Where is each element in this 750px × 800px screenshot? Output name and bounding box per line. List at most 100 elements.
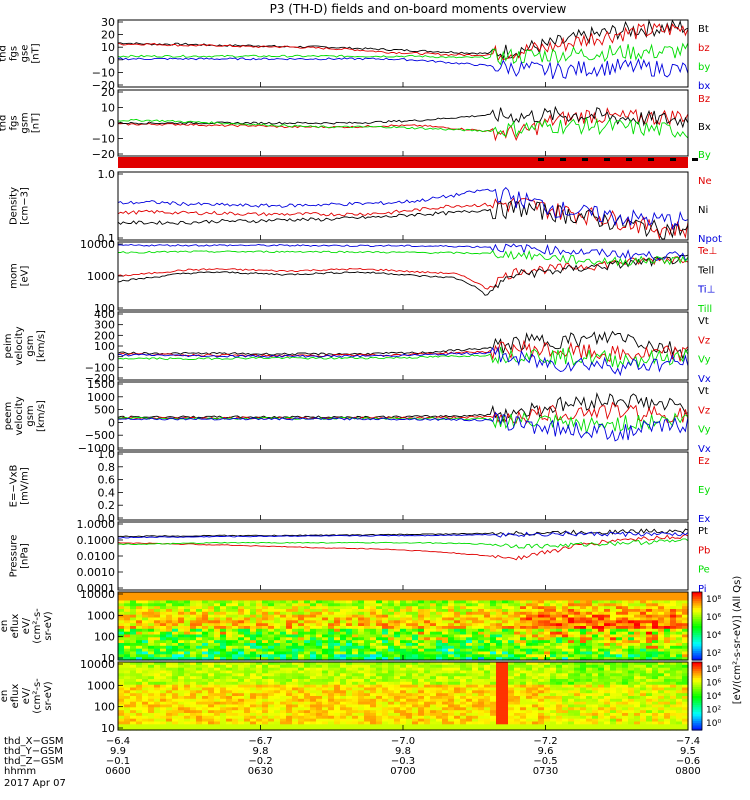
spectrogram-cell — [136, 727, 143, 731]
spectrogram-cell — [412, 628, 419, 633]
spectrogram-cell — [634, 713, 641, 717]
spectrogram-cell — [610, 662, 617, 666]
spectrogram-cell — [298, 620, 305, 624]
spectrogram-cell — [556, 643, 563, 647]
y-tick-label: 10 — [101, 102, 115, 115]
spectrogram-cell — [304, 640, 311, 644]
spectrogram-cell — [544, 643, 551, 647]
series-line-Vx — [118, 411, 689, 442]
spectrogram-cell — [118, 693, 125, 697]
spectrogram-cell — [334, 628, 341, 633]
spectrogram-cell — [610, 634, 617, 638]
spectrogram-cell — [472, 620, 479, 624]
spectrogram-cell — [664, 600, 671, 604]
spectrogram-cell — [646, 600, 653, 604]
spectrogram-cell — [424, 628, 431, 633]
spectrogram-cell — [304, 724, 311, 728]
spectrogram-cell — [640, 606, 647, 610]
spectrogram-cell — [604, 684, 611, 689]
spectrogram-cell — [238, 623, 245, 627]
spectrogram-cell — [340, 634, 347, 638]
spectrogram-cell — [664, 640, 671, 644]
spectrogram-cell — [226, 637, 233, 641]
spectrogram-cell — [340, 727, 347, 731]
spectrogram-cell — [136, 662, 143, 666]
spectrogram-cell — [346, 606, 353, 610]
spectrogram-cell — [568, 724, 575, 728]
spectrogram-cell — [484, 718, 491, 723]
spectrogram-cell — [274, 676, 281, 680]
spectrogram-cell — [676, 592, 683, 596]
spectrogram-cell — [496, 648, 503, 653]
spectrogram-cell — [130, 690, 137, 694]
spectrogram-cell — [520, 614, 527, 619]
spectrogram-cell — [292, 623, 299, 627]
spectrogram-cell — [406, 643, 413, 647]
spectrogram-cell — [550, 690, 557, 694]
spectrogram-cell — [286, 710, 293, 714]
colorbar-frame — [691, 591, 703, 661]
spectrogram-cell — [226, 684, 233, 689]
spectrogram-cell — [310, 696, 317, 700]
spectrogram-cell — [538, 676, 545, 680]
spectrogram-cell — [346, 701, 353, 706]
legend-label: Ex — [698, 514, 710, 525]
spectrogram-cell — [454, 707, 461, 711]
spectrogram-cell — [670, 676, 677, 680]
y-tick-label: 100 — [94, 701, 115, 714]
spectrogram-cell — [538, 614, 545, 619]
spectrogram-cell — [328, 673, 335, 677]
spectrogram-cell — [268, 724, 275, 728]
spectrogram-cell — [472, 614, 479, 619]
spectrogram-cell — [118, 617, 125, 621]
spectrogram-cell — [442, 628, 449, 633]
spectrogram-cell — [592, 631, 599, 636]
spectrogram-cell — [316, 592, 323, 596]
spectrogram-cell — [250, 664, 257, 669]
spectrogram-cell — [274, 648, 281, 653]
spectrogram-cell — [562, 679, 569, 683]
spectrogram-cell — [430, 603, 437, 607]
spectrogram-cell — [346, 617, 353, 621]
spectrogram-cell — [376, 628, 383, 633]
spectrogram-cell — [190, 654, 197, 658]
spectrogram-cell — [124, 614, 131, 619]
spectrogram-cell — [490, 670, 497, 674]
spectrogram-cell — [376, 681, 383, 686]
spectrogram-cell — [202, 679, 209, 683]
spectrogram-cell — [364, 614, 371, 619]
colorbar-step — [692, 705, 702, 708]
spectrogram-cell — [142, 704, 149, 708]
y-axis-label-line: eflux — [10, 614, 21, 639]
spectrogram-cell — [646, 710, 653, 714]
spectrogram-cell — [676, 609, 683, 613]
spectrogram-cell — [580, 620, 587, 624]
spectrogram-cell — [124, 707, 131, 711]
spectrogram-cell — [472, 626, 479, 630]
spectrogram-cell — [334, 715, 341, 720]
spectrogram-cell — [214, 651, 221, 655]
spectrogram-cell — [334, 600, 341, 604]
spectrogram-cell — [622, 592, 629, 596]
spectrogram-cell — [214, 693, 221, 697]
spectrogram-cell — [346, 631, 353, 636]
spectrogram-cell — [172, 701, 179, 706]
spectrogram-cell — [142, 710, 149, 714]
spectrogram-cell — [610, 623, 617, 627]
spectrogram-cell — [184, 609, 191, 613]
spectrogram-cell — [118, 704, 125, 708]
spectrogram-cell — [484, 623, 491, 627]
spectrogram-cell — [208, 715, 215, 720]
spectrogram-cell — [298, 634, 305, 638]
y-tick-label: 0.0010 — [77, 566, 116, 579]
spectrogram-cell — [430, 648, 437, 653]
spectrogram-cell — [304, 679, 311, 683]
spectrogram-cell — [250, 698, 257, 703]
spectrogram-cell — [472, 592, 479, 596]
spectrogram-cell — [400, 603, 407, 607]
spectrogram-cell — [220, 609, 227, 613]
spectrogram-cell — [244, 715, 251, 720]
spectrogram-cell — [274, 643, 281, 647]
spectrogram-cell — [304, 603, 311, 607]
spectrogram-cell — [268, 614, 275, 619]
